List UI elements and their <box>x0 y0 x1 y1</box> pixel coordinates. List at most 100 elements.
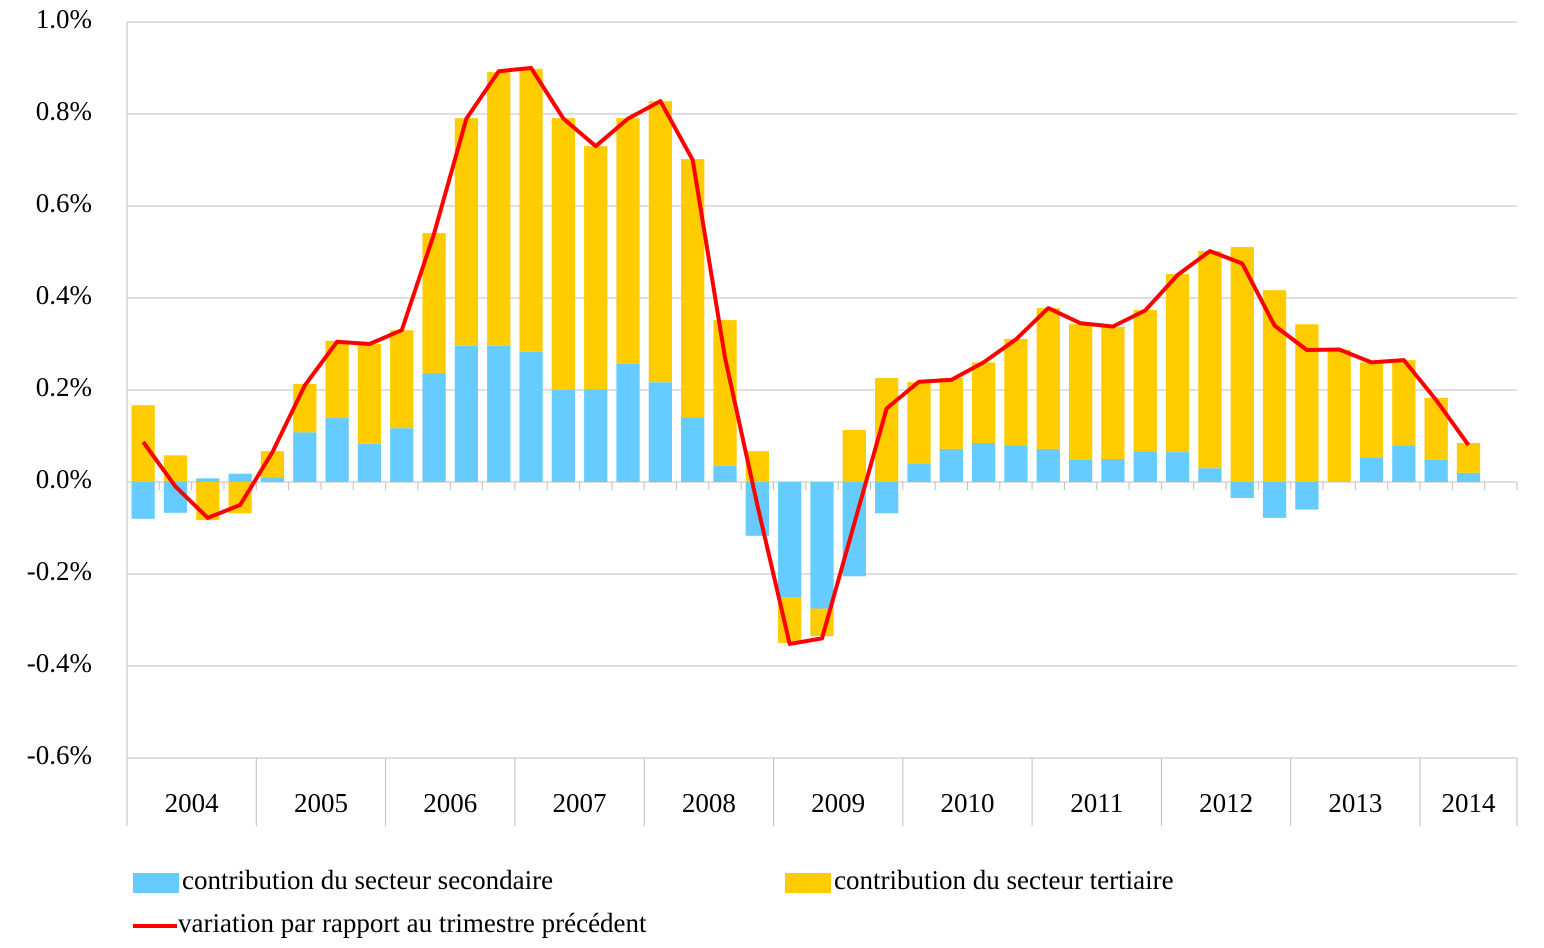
y-tick-label: 1.0% <box>36 4 92 34</box>
bar <box>648 101 673 383</box>
bar <box>1068 459 1093 482</box>
x-tick-label: 2010 <box>940 788 994 818</box>
bar <box>1004 445 1028 482</box>
bar <box>648 382 673 482</box>
bar <box>810 482 834 609</box>
bar <box>519 351 543 482</box>
bar <box>713 320 737 466</box>
bar <box>1456 442 1481 473</box>
x-tick-label: 2012 <box>1199 788 1253 818</box>
bar <box>681 159 705 418</box>
x-tick-label: 2004 <box>165 788 220 818</box>
y-tick-label: -0.6% <box>27 740 92 770</box>
bar <box>390 330 414 429</box>
bar <box>1133 451 1157 482</box>
bar <box>260 451 285 478</box>
bar <box>131 482 155 519</box>
bar <box>454 345 479 482</box>
bar <box>519 68 543 352</box>
bar <box>1392 360 1416 446</box>
bar <box>1392 445 1416 482</box>
bar <box>1165 274 1190 453</box>
bar <box>293 432 317 482</box>
bar <box>1262 290 1287 482</box>
bar <box>1101 459 1125 482</box>
y-tick-label: 0.8% <box>36 96 92 126</box>
bar <box>971 442 996 482</box>
bar <box>1036 308 1060 449</box>
bar <box>907 463 931 482</box>
x-tick-label: 2007 <box>553 788 607 818</box>
bar <box>1424 459 1448 482</box>
bar <box>293 384 317 433</box>
bar <box>1295 482 1319 510</box>
bar <box>422 233 446 373</box>
bar <box>1230 246 1254 482</box>
bar <box>1230 482 1254 499</box>
bar <box>1359 457 1384 482</box>
bar <box>454 118 479 346</box>
legend-label: contribution du secteur secondaire <box>182 865 553 895</box>
bar <box>325 340 349 419</box>
bar <box>551 118 576 390</box>
legend-swatch <box>785 873 831 893</box>
bar <box>842 430 866 482</box>
bar <box>584 389 608 482</box>
bar <box>325 418 349 482</box>
bar <box>1424 397 1448 460</box>
bar <box>907 382 931 464</box>
bar <box>1036 448 1060 482</box>
bar <box>228 473 252 482</box>
bar <box>778 482 802 597</box>
legend-label: contribution du secteur tertiaire <box>834 865 1174 895</box>
bar <box>1359 362 1384 458</box>
y-tick-label: 0.4% <box>36 280 92 310</box>
x-tick-label: 2014 <box>1442 788 1497 818</box>
bar <box>584 146 608 390</box>
bar <box>1004 338 1028 446</box>
x-tick-label: 2005 <box>294 788 348 818</box>
bar <box>1101 326 1125 459</box>
bar <box>681 417 705 482</box>
legend-swatch <box>133 873 179 893</box>
bar <box>260 477 285 482</box>
y-tick-label: 0.0% <box>36 464 92 494</box>
bar <box>616 118 640 364</box>
bar <box>778 597 802 643</box>
y-tick-label: -0.4% <box>27 648 92 678</box>
bar <box>939 448 963 482</box>
bar <box>487 345 511 482</box>
bar <box>1262 482 1287 518</box>
bar <box>971 362 996 443</box>
x-tick-label: 2009 <box>811 788 865 818</box>
bar <box>357 344 382 444</box>
bar <box>1198 468 1222 482</box>
bar <box>422 372 446 482</box>
bar <box>1068 324 1093 460</box>
x-tick-label: 2013 <box>1328 788 1382 818</box>
bar <box>357 443 382 482</box>
bar <box>713 465 737 482</box>
bar <box>196 478 220 482</box>
legend-label: variation par rapport au trimestre précé… <box>178 908 647 938</box>
line <box>141 66 1471 646</box>
bar <box>1456 472 1481 482</box>
bar <box>551 390 576 482</box>
bar <box>390 428 414 482</box>
y-tick-label: 0.6% <box>36 188 92 218</box>
x-tick-label: 2006 <box>423 788 477 818</box>
y-tick-label: 0.2% <box>36 372 92 402</box>
bar <box>1295 324 1319 482</box>
bar <box>1165 452 1190 482</box>
bar <box>939 378 963 449</box>
bar <box>1327 349 1351 482</box>
x-tick-label: 2008 <box>682 788 736 818</box>
bar <box>875 482 899 514</box>
bar <box>1133 309 1157 452</box>
bar <box>487 72 511 346</box>
bar <box>616 363 640 482</box>
x-tick-label: 2011 <box>1070 788 1123 818</box>
bar <box>1198 251 1222 469</box>
y-tick-label: -0.2% <box>27 556 92 586</box>
